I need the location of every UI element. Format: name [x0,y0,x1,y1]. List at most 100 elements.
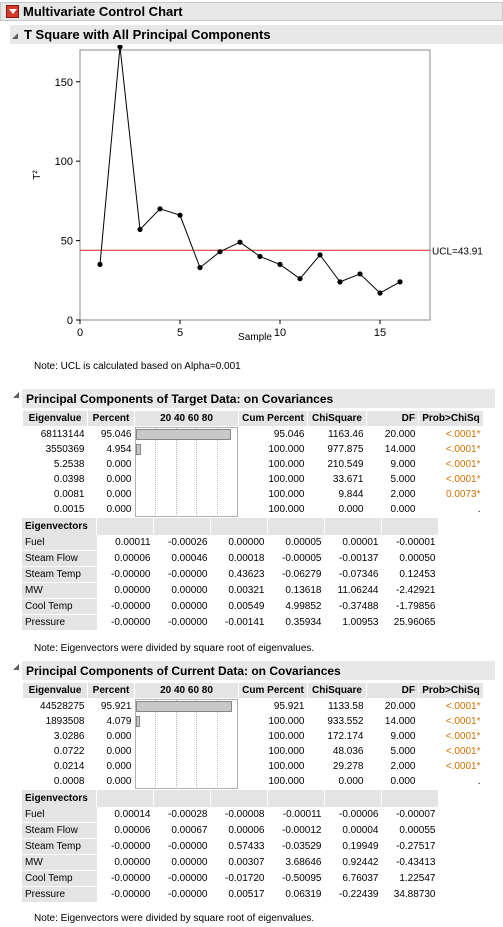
eigenvector-variable: Fuel [22,807,97,823]
data-point [317,252,323,258]
eigenvector-value: -0.00000 [111,841,151,852]
data-point [357,271,363,277]
disclosure-icon[interactable] [12,32,18,39]
col-scale: 20 40 60 80 [134,410,239,427]
eigenvector-value: 6.76037 [342,873,379,884]
data-point [137,226,143,233]
df-cell: 14.000 [384,716,416,727]
eigenvector-value: -0.00012 [282,825,322,836]
eigenvector-value: 0.13618 [285,585,322,596]
percent-bar-cell [135,457,239,472]
chisquare-cell: 977.875 [327,444,364,455]
col-cum-percent: Cum Percent [238,410,308,427]
y-tick-label: 50 [61,236,73,248]
report-header[interactable]: Multivariate Control Chart [0,2,503,21]
eigenvector-value: 0.00006 [228,825,265,836]
eigenvalue-cell: 0.0398 [53,474,85,485]
eigenvector-row: Cool Temp -0.00000 0.00000 0.00549 4.99852 -0… [22,598,439,615]
eigenvector-row: Cool Temp -0.00000 -0.00000 -0.01720 -0.5009… [22,870,439,887]
chisquare-cell: 933.552 [327,716,364,727]
eigenvector-value: 0.35934 [285,617,322,628]
df-cell: 9.000 [390,731,416,742]
eigenvector-row: Steam Temp -0.00000 -0.00000 0.57433 -0.0352… [22,838,439,855]
percent-cell: 0.000 [106,761,132,772]
cum-percent-cell: 100.000 [268,776,305,787]
current-section-header[interactable]: Principal Components of Current Data: on… [22,661,495,680]
prob-cell: <.0001* [445,459,481,470]
percent-cell: 4.954 [106,444,132,455]
eigenvector-value: 34.88730 [393,889,436,900]
eigenvector-value: -0.07346 [339,569,379,580]
eigenvector-row: MW 0.00000 0.00000 0.00321 0.13618 11.06244 -2… [22,582,439,599]
eigenvector-value: -0.00000 [168,841,208,852]
eigenvector-variable: Fuel [22,535,97,551]
eigenvalue-cell: 5.2538 [53,459,85,470]
pc-row: 44528275 95.921 95.921 1133.58 20.000 <.0001* [23,699,484,789]
cum-percent-cell: 100.000 [268,504,305,515]
pc-row: 3550369 4.954 100.000 977.875 14.000 <.0001* [23,442,484,457]
pc-row: 0.0214 0.000 100.000 29.278 2.000 <.0001* [23,759,484,774]
eigenvector-value: 0.00005 [285,537,322,549]
red-triangle-menu-icon[interactable] [6,5,19,18]
eigenvector-value: 0.00050 [399,553,436,564]
target-eigenvectors-table: Eigenvectors Fuel 0.00011 -0.00026 0.00000 0… [22,518,439,631]
col-cum-percent: Cum Percent [238,682,308,699]
df-cell: 5.000 [390,474,416,485]
eigenvector-variable: Pressure [22,886,97,903]
percent-bar-cell [135,729,239,744]
col-df: DF [366,682,419,699]
eigenvector-value: 0.00006 [114,553,151,564]
eigenvector-value: 1.22547 [399,873,436,884]
prob-cell: . [477,776,481,787]
current-disclosure-icon[interactable] [13,664,19,670]
ucl-note: Note: UCL is calculated based on Alpha=0… [34,361,241,372]
percent-bar-cell [135,744,239,759]
eigenvector-value: 0.00321 [228,585,265,596]
target-section-header[interactable]: Principal Components of Target Data: on … [22,389,495,408]
eigenvalue-cell: 3550369 [45,444,85,455]
percent-bar-cell [134,427,239,517]
eigenvector-value: -0.00000 [168,569,208,580]
percent-bar-cell [135,472,239,487]
data-point [397,279,403,285]
cum-percent-cell: 100.000 [268,489,305,500]
pc-row: 0.0722 0.000 100.000 48.036 5.000 <.0001* [23,744,484,759]
eigenvector-variable: Steam Temp [22,566,97,583]
eigenvector-row: Pressure -0.00000 -0.00000 0.00517 0.06319 -0… [22,886,439,903]
eigenvector-value: -0.37488 [339,601,379,612]
percent-bar-cell [135,487,239,502]
chisquare-cell: 0.000 [338,504,364,515]
pc-row: 0.0008 0.000 100.000 0.000 0.000. [23,774,484,789]
eigenvector-value: -0.00000 [111,601,151,612]
chart-section-header[interactable]: T Square with All Principal Components [10,25,503,44]
cum-percent-cell: 100.000 [268,761,305,772]
col-percent: Percent [87,410,135,427]
target-disclosure-icon[interactable] [13,392,19,398]
eigenvector-value: 0.12453 [399,569,436,580]
eigenvector-value: 0.00000 [171,601,208,612]
df-cell: 0.000 [390,504,416,515]
eigenvector-value: -0.00001 [396,537,436,549]
df-cell: 0.000 [390,776,416,787]
df-cell: 9.000 [390,459,416,470]
percent-cell: 95.046 [100,429,132,440]
x-tick-label: 15 [374,327,386,339]
cum-percent-cell: 100.000 [268,716,305,727]
chisquare-cell: 33.671 [332,474,364,485]
eigenvector-value: 4.99852 [285,601,322,612]
eigenvector-value: -0.06279 [282,569,322,580]
data-point [377,290,383,296]
percent-cell: 0.000 [106,474,132,485]
prob-cell: <.0001* [445,444,481,455]
eigenvector-value: -0.43413 [396,857,436,868]
data-point [117,45,123,50]
percent-cell: 0.000 [106,776,132,787]
eigenvector-value: -0.00011 [282,809,322,821]
cum-percent-cell: 100.000 [268,731,305,742]
prob-cell: <.0001* [445,701,481,712]
chisquare-cell: 48.036 [332,746,364,757]
target-pc-table: Eigenvalue Percent 20 40 60 80 Cum Perce… [22,410,484,517]
df-cell: 2.000 [390,761,416,772]
chisquare-cell: 210.549 [327,459,364,470]
target-section-title: Principal Components of Target Data: on … [26,391,334,406]
